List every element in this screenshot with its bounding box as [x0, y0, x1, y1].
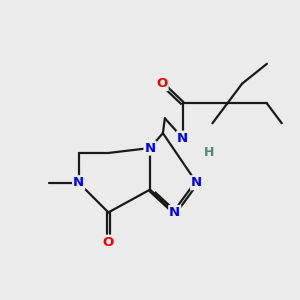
- Text: N: N: [144, 142, 156, 154]
- Text: O: O: [156, 77, 167, 90]
- Text: H: H: [204, 146, 214, 160]
- Text: O: O: [103, 236, 114, 249]
- Text: N: N: [177, 132, 188, 145]
- Text: N: N: [169, 206, 180, 219]
- Text: N: N: [73, 176, 84, 189]
- Text: N: N: [191, 176, 202, 189]
